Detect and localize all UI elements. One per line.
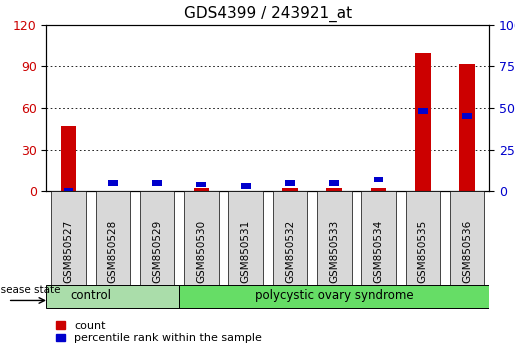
Bar xyxy=(405,191,440,285)
Bar xyxy=(228,191,263,285)
Text: control: control xyxy=(70,289,111,302)
Bar xyxy=(241,183,250,189)
Text: GSM850529: GSM850529 xyxy=(152,220,162,283)
Bar xyxy=(282,188,298,191)
Text: GSM850528: GSM850528 xyxy=(108,220,118,283)
Bar xyxy=(197,182,206,187)
Text: GSM850532: GSM850532 xyxy=(285,220,295,283)
Text: GSM850531: GSM850531 xyxy=(241,220,251,283)
Bar xyxy=(361,191,396,285)
Bar xyxy=(330,180,339,186)
Text: GSM850534: GSM850534 xyxy=(373,220,384,283)
Bar xyxy=(317,191,352,285)
Bar xyxy=(51,191,86,285)
Bar xyxy=(108,180,117,186)
Bar xyxy=(462,113,472,119)
Text: polycystic ovary syndrome: polycystic ovary syndrome xyxy=(255,289,414,302)
Bar xyxy=(95,191,130,285)
Bar xyxy=(194,188,209,191)
Bar xyxy=(327,188,342,191)
Bar xyxy=(415,52,431,191)
Bar xyxy=(459,64,475,191)
Text: GSM850533: GSM850533 xyxy=(329,220,339,283)
Bar xyxy=(140,191,175,285)
Bar xyxy=(179,285,489,308)
Bar xyxy=(61,126,76,191)
Bar xyxy=(418,108,427,114)
Bar xyxy=(450,191,485,285)
Bar xyxy=(374,177,383,182)
Bar xyxy=(371,188,386,191)
Legend: count, percentile rank within the sample: count, percentile rank within the sample xyxy=(56,321,262,343)
Text: GSM850535: GSM850535 xyxy=(418,220,428,283)
Text: disease state: disease state xyxy=(0,285,60,295)
Bar xyxy=(152,180,162,186)
Title: GDS4399 / 243921_at: GDS4399 / 243921_at xyxy=(184,6,352,22)
Text: GSM850527: GSM850527 xyxy=(63,220,74,283)
Bar xyxy=(184,191,219,285)
Text: GSM850536: GSM850536 xyxy=(462,220,472,283)
Bar xyxy=(285,180,295,186)
Bar xyxy=(64,188,73,194)
Text: GSM850530: GSM850530 xyxy=(196,220,207,283)
Bar xyxy=(46,285,179,308)
Bar xyxy=(272,191,307,285)
